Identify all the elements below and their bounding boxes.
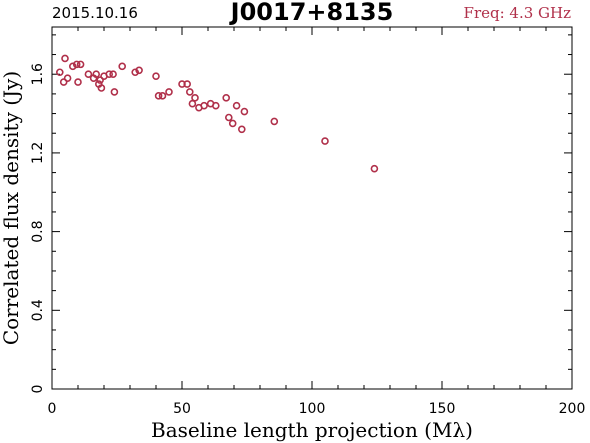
data-point [72,60,81,69]
data-point [63,74,72,82]
data-point [186,88,194,96]
data-point [178,80,186,88]
plot-frame [51,26,573,390]
data-point [59,78,68,86]
data-point [152,72,160,80]
y-axis: 0 0.4 0.8 1.2 1.6 [30,34,572,394]
data-point [74,78,82,86]
y-tick-label: 0.8 [30,220,46,242]
data-point [69,62,77,71]
y-tick-label: 1.6 [30,63,46,85]
x-tick-label: 100 [299,401,326,417]
data-point [118,62,126,71]
data-point [135,66,143,75]
data-point [92,70,100,79]
x-tick-label: 200 [559,401,586,417]
x-axis-label: Baseline length projection (Mλ) [151,418,473,442]
data-points [55,54,379,173]
x-axis: 0 50 100 150 200 [48,27,586,417]
data-point [225,113,233,122]
data-point [109,70,117,79]
data-point [270,117,279,126]
data-point [191,94,199,102]
data-point [240,107,249,116]
date-label: 2015.10.16 [52,4,138,22]
data-point [212,101,220,110]
y-tick-label: 1.2 [30,142,46,164]
data-point [84,70,93,79]
data-point [110,88,119,96]
x-tick-label: 50 [173,401,191,417]
y-axis-label: Correlated flux density (Jy) [0,71,23,345]
data-point [232,101,241,110]
data-point [321,137,329,145]
data-point [55,68,64,77]
x-tick-label: 0 [48,401,57,417]
data-point [183,80,191,88]
data-point [61,54,69,63]
frequency-label: Freq: 4.3 GHz [464,4,572,22]
chart-title: J0017+8135 [229,0,394,26]
data-point [238,125,246,134]
data-point [165,88,173,96]
data-point [97,84,106,92]
y-tick-label: 0.4 [30,299,46,321]
x-tick-label: 150 [429,401,456,417]
data-point [158,92,167,100]
data-point [105,70,113,79]
data-point [370,164,379,173]
data-point [76,60,85,69]
data-point [188,99,197,108]
data-point [200,101,208,110]
y-tick-label: 0 [30,385,46,394]
data-point [228,119,237,128]
data-point [96,76,104,84]
data-point [131,68,139,77]
data-point [154,92,163,100]
data-point [222,94,230,102]
